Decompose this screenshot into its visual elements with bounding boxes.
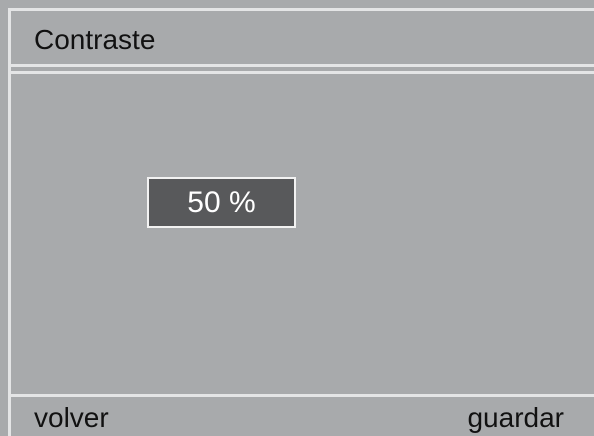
top-border	[8, 8, 594, 11]
value-display[interactable]: 50 %	[147, 177, 296, 228]
back-button[interactable]: volver	[34, 402, 109, 433]
header-divider	[8, 71, 594, 74]
save-button[interactable]: guardar	[467, 402, 564, 433]
header-title: Contraste	[34, 24, 156, 55]
left-border	[8, 8, 11, 436]
header-divider	[8, 64, 594, 67]
footer-divider	[8, 394, 594, 397]
